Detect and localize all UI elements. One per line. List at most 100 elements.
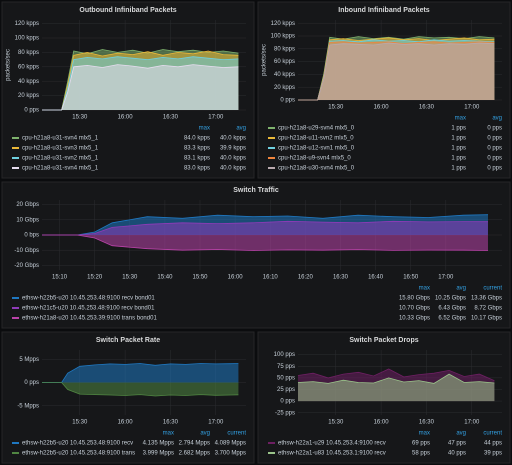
- legend-header: avg: [200, 431, 210, 437]
- legend-value: 69 pps: [412, 441, 430, 447]
- x-tick-label: 17:00: [464, 420, 480, 426]
- x-tick-label: 15:30: [122, 275, 138, 281]
- legend-name: cpu-h21a8-u31-svn4 mlx5_1: [22, 166, 99, 172]
- y-tick-label: 10 Gbps: [16, 217, 39, 223]
- series-line: [42, 50, 239, 111]
- series-line: [42, 64, 239, 111]
- x-tick-label: 16:00: [118, 420, 134, 426]
- y-tick-label: 120 kpps: [15, 21, 39, 27]
- y-tick-label: 0 pps: [280, 98, 295, 104]
- legend-value: 0 pps: [487, 126, 502, 132]
- y-tick-label: 0 pps: [24, 108, 39, 114]
- y-tick-label: 80 kpps: [18, 50, 39, 56]
- series-line: [42, 220, 489, 236]
- legend-name: cpu-h21a8-u9-svn4 mlx5_0: [278, 156, 351, 162]
- legend-header: avg: [456, 286, 466, 292]
- legend-value: 10.25 Gbps: [435, 296, 466, 302]
- x-tick-label: 16:30: [163, 115, 179, 121]
- legend-value: 40.0 kpps: [220, 166, 246, 172]
- panel: [1, 181, 511, 329]
- legend-value: 6.43 Gbps: [438, 306, 466, 312]
- legend-value: 0 pps: [487, 166, 502, 172]
- legend-value: 3.700 Mpps: [215, 451, 246, 457]
- legend-header: current: [483, 431, 502, 437]
- legend-value: 2.794 Mpps: [179, 441, 210, 447]
- area: [42, 382, 239, 396]
- legend-header: max: [419, 286, 430, 292]
- legend-value: 0 pps: [487, 146, 502, 152]
- series-line: [42, 363, 239, 383]
- panel-title: Switch Packet Rate: [96, 337, 160, 344]
- x-tick-label: 16:30: [419, 105, 435, 111]
- x-tick-label: 15:20: [87, 275, 103, 281]
- legend-value: 4.135 Mpps: [143, 441, 174, 447]
- y-tick-label: 20 Gbps: [16, 202, 39, 208]
- area: [42, 235, 488, 251]
- legend-value: 1 pps: [451, 126, 466, 132]
- y-tick-label: 120 kpps: [271, 21, 295, 27]
- x-tick-label: 17:00: [464, 105, 480, 111]
- x-tick-label: 15:30: [72, 115, 88, 121]
- legend-value: 44 pps: [484, 441, 502, 447]
- y-tick-label: 20 kpps: [274, 85, 295, 91]
- legend-name: ethsw-h22a1-u29 10.45.253.4:9100 recv: [278, 441, 386, 447]
- legend-value: 39 pps: [484, 451, 502, 457]
- legend-value: 3.999 Mpps: [143, 451, 174, 457]
- series-line: [42, 56, 239, 111]
- legend-value: 15.80 Gbps: [399, 296, 430, 302]
- x-tick-label: 16:00: [118, 115, 134, 121]
- area: [42, 221, 488, 235]
- legend-name: ethsw-h22b5-u20 10.45.253.48:9100 trans: [22, 451, 135, 457]
- x-tick-label: 16:50: [403, 275, 419, 281]
- legend-value: 13.36 Gbps: [471, 296, 502, 302]
- x-tick-label: 16:10: [263, 275, 279, 281]
- y-axis-label: packets/sec: [262, 44, 268, 76]
- y-tick-label: 100 kpps: [271, 34, 295, 40]
- panel-title: Inbound Infiniband Packets: [338, 7, 430, 14]
- legend-name: cpu-h21a8-u11-svn2 mlx5_0: [278, 136, 354, 142]
- y-tick-label: 50 pps: [277, 375, 295, 381]
- legend-value: 40.0 kpps: [220, 136, 246, 142]
- legend-value: 10.17 Gbps: [471, 316, 502, 322]
- y-tick-label: 60 kpps: [18, 64, 39, 70]
- y-tick-label: 0 pps: [24, 380, 39, 386]
- legend-value: 4.089 Mpps: [215, 441, 246, 447]
- legend-header: avg: [492, 116, 502, 122]
- legend-name: cpu-h21a8-u30-svn4 mlx5_0: [278, 166, 355, 172]
- series-line: [297, 373, 495, 384]
- x-tick-label: 15:30: [328, 420, 344, 426]
- legend-name: cpu-h21a8-u31-svn2 mlx5_1: [22, 156, 99, 162]
- panel-title: Outbound Infiniband Packets: [79, 7, 176, 14]
- y-tick-label: 5 Mpps: [19, 357, 39, 363]
- y-tick-label: 40 kpps: [18, 79, 39, 85]
- legend-header: avg: [456, 431, 466, 437]
- legend-value: 83.3 kpps: [184, 146, 210, 152]
- legend-name: ethsw-h22b5-u20 10.45.253.48:9100 recv b…: [22, 296, 155, 302]
- legend-header: max: [455, 116, 466, 122]
- legend-header: current: [483, 286, 502, 292]
- y-tick-label: 80 kpps: [274, 46, 295, 52]
- area: [42, 64, 239, 110]
- legend-name: ethsw-h22a1-u83 10.45.253.1:9100 recv: [278, 451, 386, 457]
- y-tick-label: 25 pps: [277, 387, 295, 393]
- y-tick-label: 40 kpps: [274, 72, 295, 78]
- x-tick-label: 16:40: [368, 275, 384, 281]
- legend-value: 39.9 kpps: [220, 146, 246, 152]
- legend-header: max: [199, 126, 210, 132]
- series-line: [42, 214, 489, 236]
- legend-value: 1 pps: [451, 156, 466, 162]
- area: [42, 363, 239, 383]
- legend-value: 10.70 Gbps: [399, 306, 430, 312]
- x-tick-label: 15:40: [157, 275, 173, 281]
- legend-value: 2.682 Mpps: [179, 451, 210, 457]
- y-tick-label: 100 kpps: [15, 36, 39, 42]
- y-tick-label: 0 bps: [24, 233, 39, 239]
- legend-value: 8.72 Gbps: [474, 306, 502, 312]
- legend-value: 58 pps: [412, 451, 430, 457]
- legend-value: 84.0 kpps: [184, 136, 210, 142]
- x-tick-label: 17:00: [208, 115, 224, 121]
- legend-value: 83.1 kpps: [184, 156, 210, 162]
- panel: [1, 331, 255, 464]
- legend-name: cpu-h21a8-u12-svn1 mlx5_0: [278, 146, 355, 152]
